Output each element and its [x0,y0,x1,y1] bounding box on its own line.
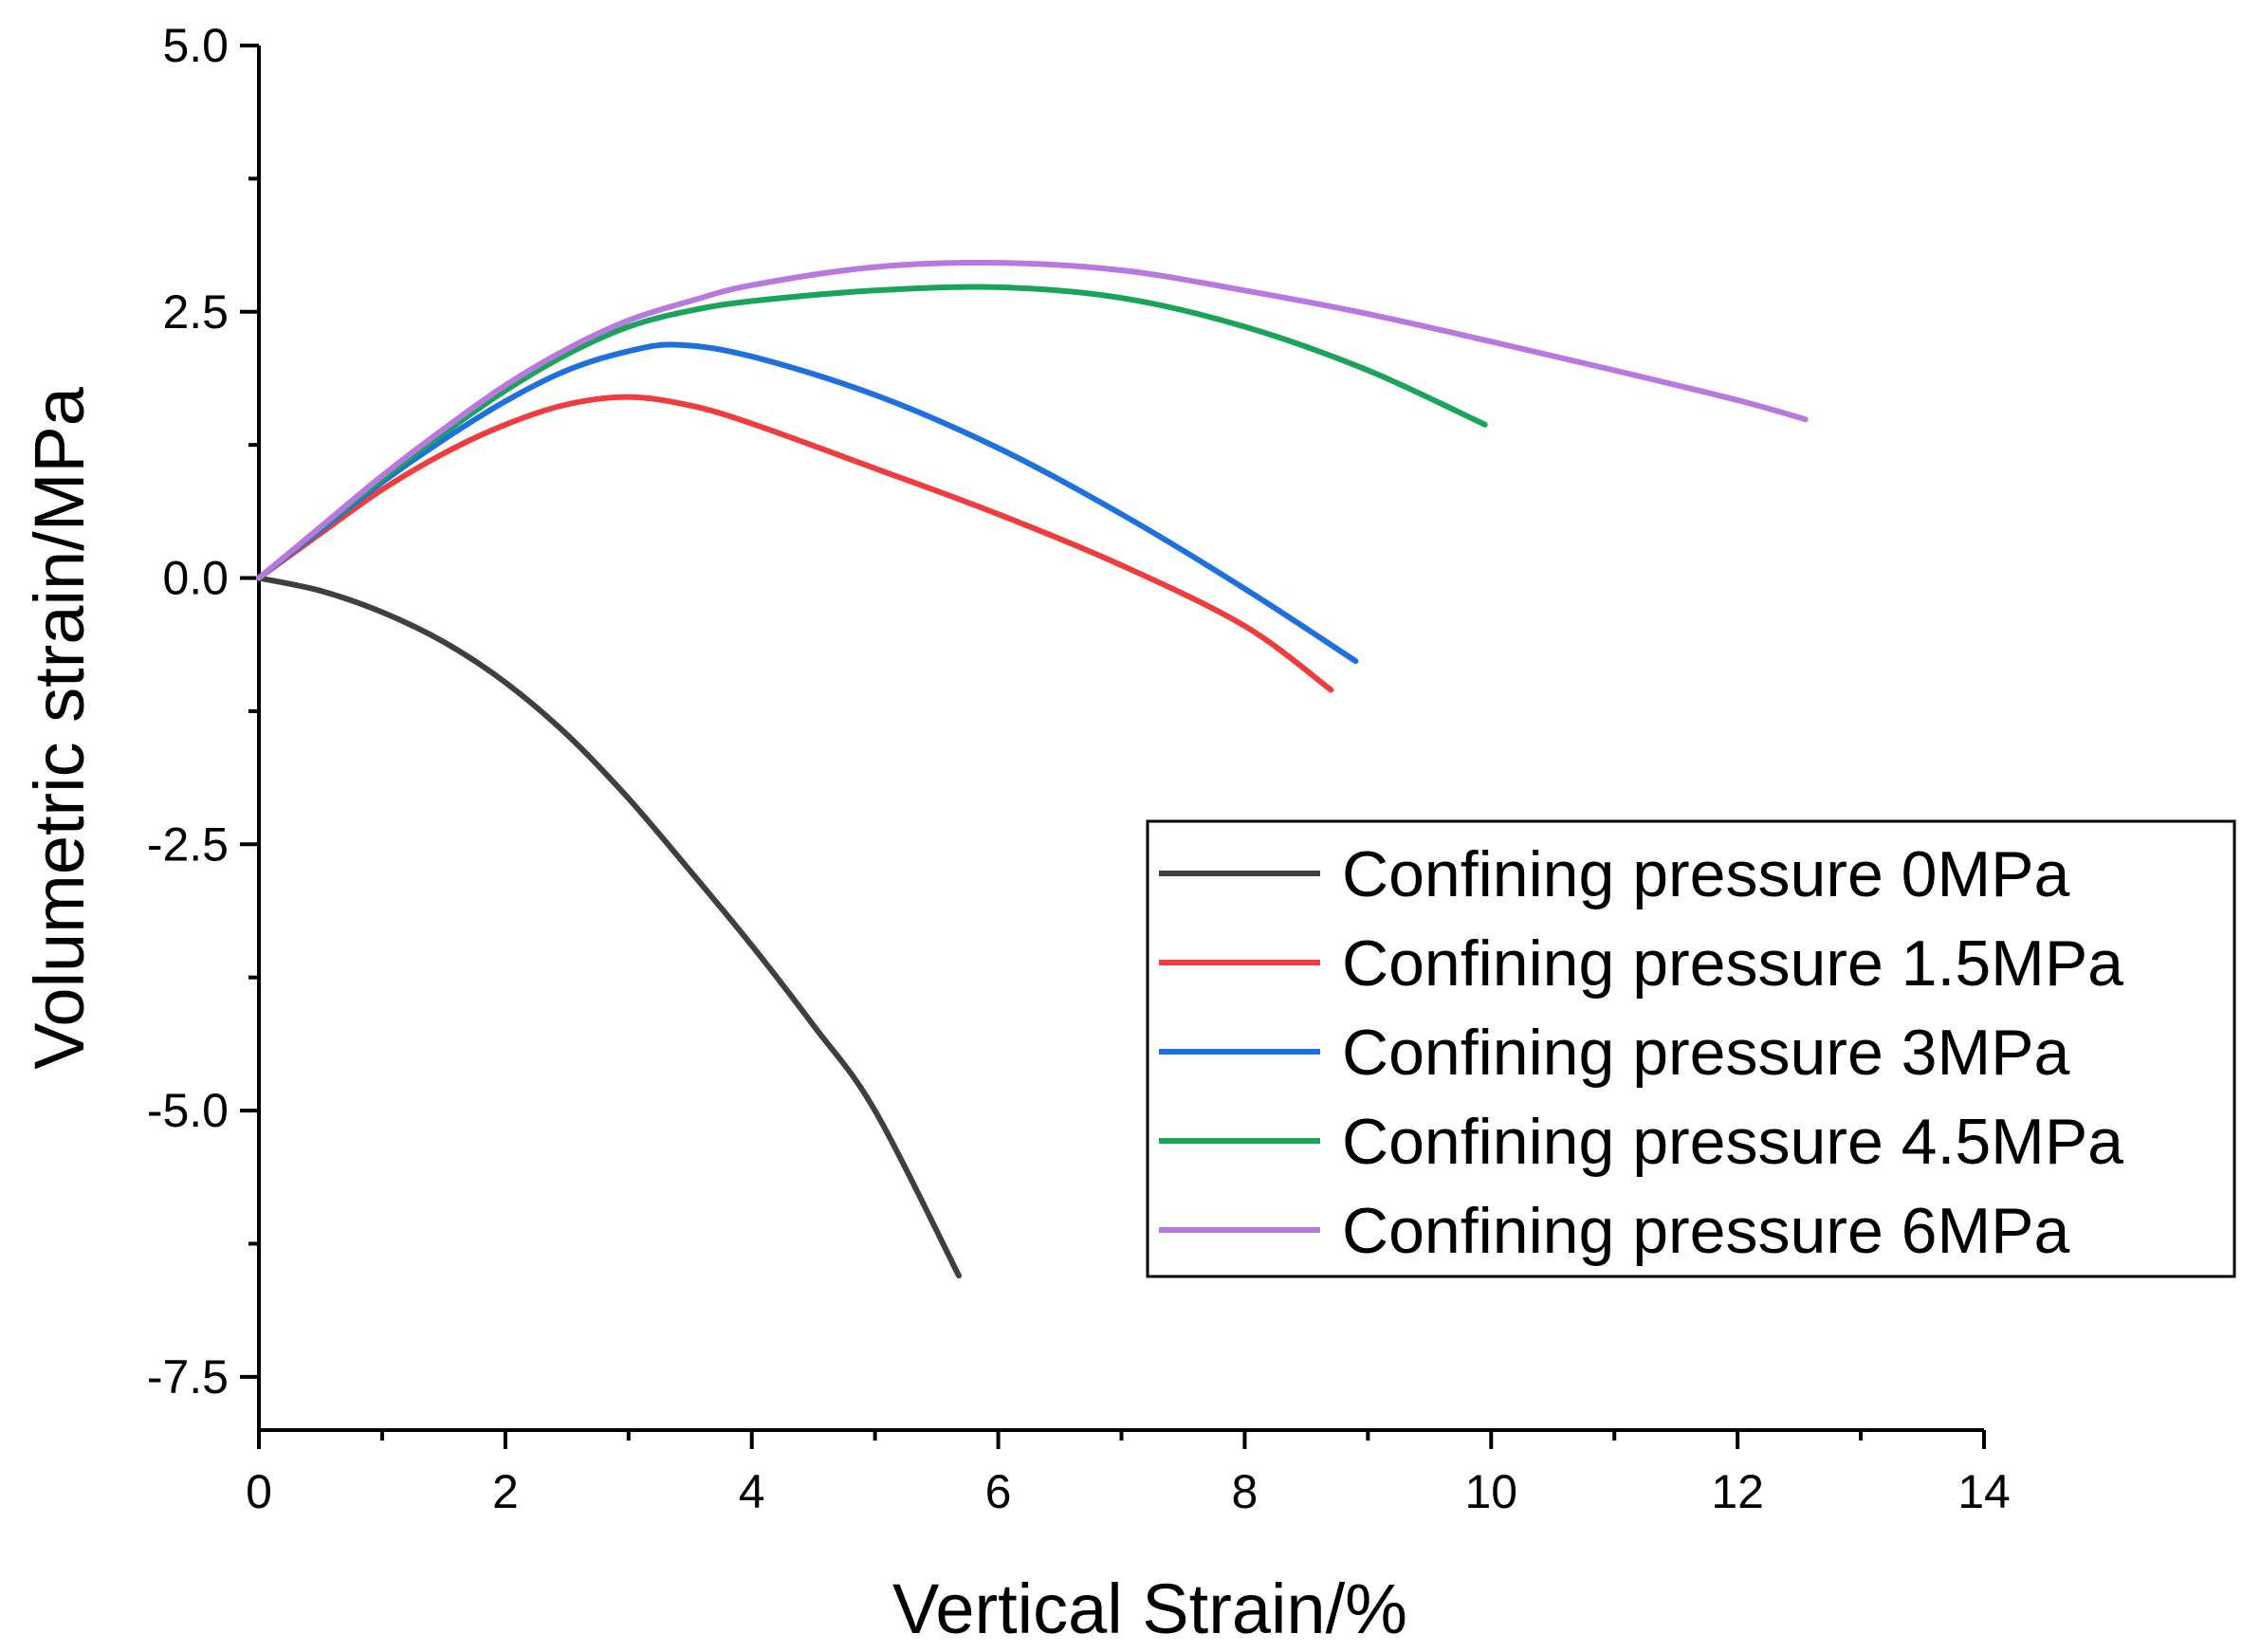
x-axis-title: Vertical Strain/% [892,1569,1407,1648]
y-tick-label: -7.5 [147,1350,229,1404]
x-tick-label: 8 [1232,1465,1259,1518]
legend-label: Confining pressure 3MPa [1342,1017,2069,1089]
legend-entry: Confining pressure 0MPa [1159,838,2069,910]
y-tick-label: -5.0 [147,1084,229,1137]
legend-entry: Confining pressure 4.5MPa [1159,1106,2123,1178]
series-group [256,259,1809,1279]
legend: Confining pressure 0MPa Confining pressur… [1146,819,2236,1278]
legend-entry: Confining pressure 1.5MPa [1159,927,2123,1000]
y-axis-title: Volumetric strain/MPa [20,386,99,1070]
legend-box [1146,819,2236,1278]
x-tick-label: 10 [1464,1465,1517,1518]
x-tick-label: 12 [1711,1465,1764,1518]
y-ticks: -7.5 -5.0 -2.5 0.0 2.5 5.0 [147,19,259,1404]
series-line-4 [256,259,1809,581]
x-tick-label: 2 [492,1465,519,1518]
x-tick-label: 0 [246,1465,272,1518]
axes: -7.5 -5.0 -2.5 0.0 2.5 5.0 0 2 4 6 8 10 12 14 [147,19,2011,1518]
y-tick-label: 5.0 [162,19,229,72]
y-tick-label: -2.5 [147,817,229,871]
x-tick-label: 6 [985,1465,1012,1518]
series-line-3 [256,284,1488,581]
legend-label: Confining pressure 6MPa [1342,1195,2069,1267]
legend-entry: Confining pressure 6MPa [1159,1195,2069,1267]
legend-label: Confining pressure 4.5MPa [1342,1106,2123,1178]
x-tick-label: 4 [739,1465,765,1518]
series-line-0 [256,575,962,1279]
x-ticks: 0 2 4 6 8 10 12 14 [246,1430,2011,1518]
series-line-2 [256,341,1359,665]
y-tick-label: 2.5 [162,285,229,339]
y-tick-label: 0.0 [162,552,229,605]
legend-entry: Confining pressure 3MPa [1159,1017,2069,1089]
legend-label: Confining pressure 1.5MPa [1342,927,2123,1000]
x-tick-label: 14 [1957,1465,2011,1518]
legend-label: Confining pressure 0MPa [1342,838,2069,910]
legend-entries: Confining pressure 0MPa Confining pressur… [1159,838,2123,1267]
series-line-1 [256,394,1334,693]
